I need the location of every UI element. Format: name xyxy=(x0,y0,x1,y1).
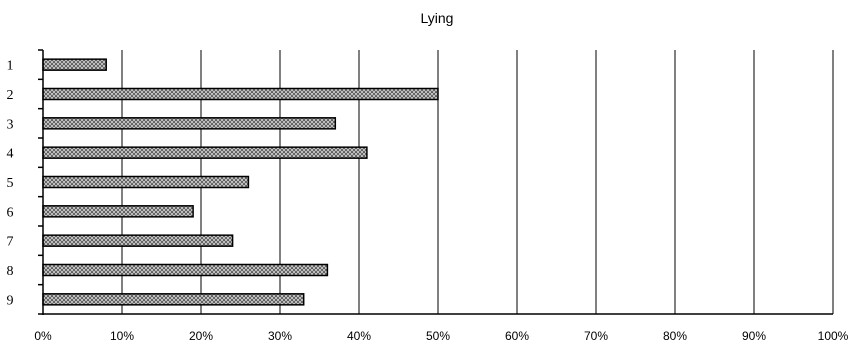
axes xyxy=(38,49,833,315)
bar xyxy=(42,263,329,277)
y-tick-label: 7 xyxy=(7,235,14,250)
y-tick-label: 9 xyxy=(7,293,14,308)
bar xyxy=(42,175,250,189)
y-tick-label: 1 xyxy=(7,59,14,74)
x-tick-label: 70% xyxy=(584,329,608,343)
bar xyxy=(42,293,305,306)
x-tick-label: 50% xyxy=(426,329,450,343)
y-tick-label: 3 xyxy=(7,117,14,132)
bar xyxy=(42,87,439,101)
x-tick-label: 30% xyxy=(268,329,292,343)
x-tick-labels: 0% 10% 20% 30% 40% 50% 60% 70% 80% 90% 100% xyxy=(34,329,848,343)
x-tick-label: 80% xyxy=(663,329,687,343)
x-tick-label: 0% xyxy=(34,329,52,343)
x-tick-label: 90% xyxy=(742,329,766,343)
bar xyxy=(42,146,368,159)
bar xyxy=(42,117,337,130)
y-tick-labels: 1 2 3 4 5 6 7 8 9 xyxy=(7,59,14,309)
x-tick-label: 100% xyxy=(818,329,849,343)
bars xyxy=(42,58,439,306)
bar xyxy=(42,234,234,247)
x-tick-label: 10% xyxy=(110,329,134,343)
bar xyxy=(42,205,194,218)
y-tick-label: 8 xyxy=(7,264,14,279)
x-tick-label: 20% xyxy=(189,329,213,343)
bar xyxy=(42,58,107,71)
y-tick-label: 2 xyxy=(7,88,14,103)
chart-title: Lying xyxy=(421,10,454,26)
y-tick-label: 5 xyxy=(7,176,14,191)
x-tick-label: 60% xyxy=(505,329,529,343)
x-tick-label: 40% xyxy=(347,329,371,343)
y-tick-label: 4 xyxy=(7,147,14,162)
y-tick-label: 6 xyxy=(7,205,14,220)
